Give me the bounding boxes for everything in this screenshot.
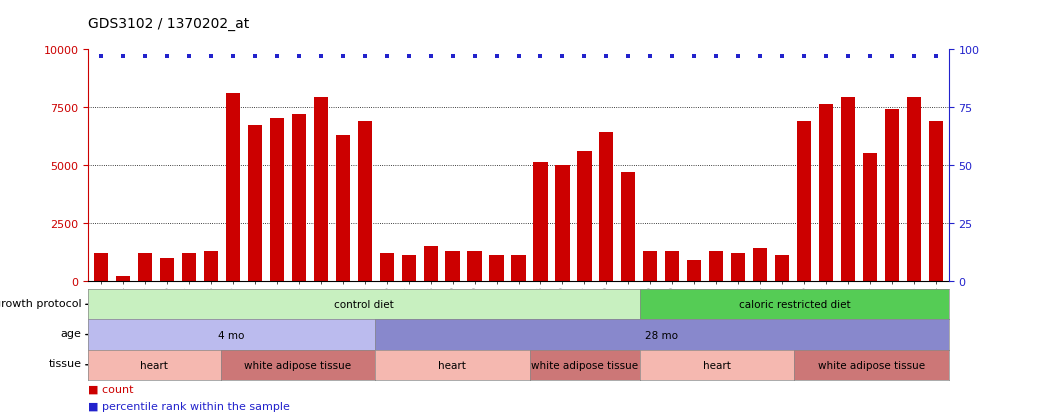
Bar — [116, 277, 131, 281]
Point — [400, 53, 417, 60]
Text: white adipose tissue: white adipose tissue — [818, 360, 925, 370]
Point — [137, 53, 153, 60]
Bar — [401, 256, 416, 281]
Point — [730, 53, 747, 60]
Bar — [183, 254, 196, 281]
Point — [180, 53, 197, 60]
Bar — [643, 251, 657, 281]
Bar — [753, 249, 767, 281]
Point — [115, 53, 132, 60]
Point — [269, 53, 285, 60]
Bar — [841, 98, 854, 281]
Point — [159, 53, 175, 60]
Text: heart: heart — [439, 360, 467, 370]
Text: age: age — [60, 328, 81, 338]
Point — [290, 53, 307, 60]
Bar — [665, 251, 679, 281]
Bar — [336, 135, 349, 281]
Bar — [709, 251, 723, 281]
Point — [357, 53, 373, 60]
Bar — [578, 152, 591, 281]
Bar — [314, 98, 328, 281]
Point — [467, 53, 483, 60]
Bar — [204, 251, 218, 281]
Text: tissue: tissue — [49, 358, 81, 368]
Point — [335, 53, 352, 60]
Bar — [468, 251, 482, 281]
Text: heart: heart — [140, 360, 168, 370]
Text: heart: heart — [703, 360, 731, 370]
Text: white adipose tissue: white adipose tissue — [531, 360, 638, 370]
Bar — [380, 254, 394, 281]
Bar — [621, 172, 636, 281]
Bar — [248, 126, 262, 281]
Point — [532, 53, 549, 60]
Point — [817, 53, 834, 60]
Bar — [928, 121, 943, 281]
Point — [862, 53, 878, 60]
Point — [93, 53, 110, 60]
Text: ■ percentile rank within the sample: ■ percentile rank within the sample — [88, 401, 290, 411]
Text: GDS3102 / 1370202_at: GDS3102 / 1370202_at — [88, 17, 249, 31]
Bar — [138, 254, 152, 281]
Point — [840, 53, 857, 60]
Point — [225, 53, 242, 60]
Point — [752, 53, 768, 60]
Text: ■ count: ■ count — [88, 384, 134, 394]
Point — [422, 53, 439, 60]
Text: 28 mo: 28 mo — [645, 330, 678, 340]
Bar — [863, 154, 877, 281]
Text: control diet: control diet — [334, 299, 394, 310]
Point — [905, 53, 922, 60]
Bar — [226, 94, 241, 281]
Point — [510, 53, 527, 60]
Bar — [796, 121, 811, 281]
Point — [554, 53, 570, 60]
Point — [247, 53, 263, 60]
Text: caloric restricted diet: caloric restricted diet — [738, 299, 850, 310]
Point — [774, 53, 790, 60]
Point — [884, 53, 900, 60]
Bar — [599, 133, 614, 281]
Point — [598, 53, 615, 60]
Bar — [775, 256, 789, 281]
Bar — [94, 254, 109, 281]
Bar — [423, 247, 438, 281]
Point — [795, 53, 812, 60]
Text: 4 mo: 4 mo — [219, 330, 245, 340]
Bar — [819, 105, 833, 281]
Bar — [731, 254, 746, 281]
Point — [708, 53, 725, 60]
Bar — [291, 114, 306, 281]
Bar — [358, 121, 372, 281]
Bar — [533, 163, 548, 281]
Bar — [511, 256, 526, 281]
Bar — [906, 98, 921, 281]
Bar — [885, 110, 899, 281]
Point — [312, 53, 329, 60]
Text: growth protocol: growth protocol — [0, 298, 81, 308]
Bar — [555, 166, 569, 281]
Point — [444, 53, 460, 60]
Point — [577, 53, 593, 60]
Bar — [489, 256, 504, 281]
Point — [379, 53, 395, 60]
Bar — [688, 261, 701, 281]
Bar — [446, 251, 459, 281]
Point — [620, 53, 637, 60]
Bar — [270, 119, 284, 281]
Point — [488, 53, 505, 60]
Point — [685, 53, 702, 60]
Point — [203, 53, 220, 60]
Bar — [160, 258, 174, 281]
Point — [664, 53, 680, 60]
Point — [927, 53, 944, 60]
Text: white adipose tissue: white adipose tissue — [245, 360, 352, 370]
Point — [642, 53, 658, 60]
